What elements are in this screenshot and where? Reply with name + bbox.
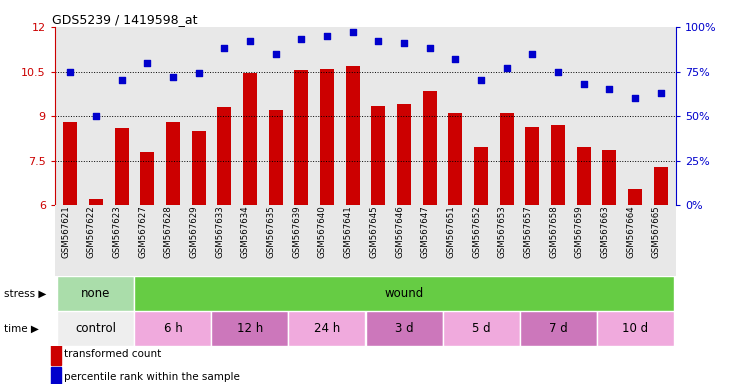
Point <box>270 51 281 57</box>
Bar <box>628 189 642 205</box>
Text: GSM567641: GSM567641 <box>344 205 352 258</box>
Bar <box>551 125 565 205</box>
Text: GSM567653: GSM567653 <box>498 205 507 258</box>
Text: GSM567658: GSM567658 <box>549 205 558 258</box>
Bar <box>295 70 308 205</box>
Bar <box>58 276 135 311</box>
Bar <box>602 151 616 205</box>
Bar <box>577 147 591 205</box>
Text: 7 d: 7 d <box>549 322 567 335</box>
Bar <box>526 127 539 205</box>
Text: GSM567627: GSM567627 <box>138 205 147 258</box>
Point <box>424 45 436 51</box>
Bar <box>268 110 283 205</box>
Bar <box>135 311 211 346</box>
Point <box>244 38 256 44</box>
Bar <box>166 122 180 205</box>
Text: GSM567639: GSM567639 <box>292 205 301 258</box>
Text: GSM567633: GSM567633 <box>216 205 224 258</box>
Point <box>475 78 487 84</box>
Text: transformed count: transformed count <box>64 349 162 359</box>
Point <box>552 68 564 74</box>
Text: GSM567647: GSM567647 <box>420 205 430 258</box>
Text: percentile rank within the sample: percentile rank within the sample <box>64 372 240 382</box>
Bar <box>135 276 673 311</box>
Text: control: control <box>75 322 116 335</box>
Point <box>501 65 512 71</box>
Text: GSM567651: GSM567651 <box>447 205 455 258</box>
Bar <box>423 91 436 205</box>
Point <box>219 45 230 51</box>
Point <box>398 40 410 46</box>
Text: GSM567635: GSM567635 <box>267 205 276 258</box>
Text: GSM567652: GSM567652 <box>472 205 481 258</box>
Bar <box>243 73 257 205</box>
Point <box>64 68 76 74</box>
Text: GSM567629: GSM567629 <box>189 205 199 258</box>
Bar <box>58 311 135 346</box>
Text: GSM567657: GSM567657 <box>523 205 532 258</box>
Point <box>655 90 667 96</box>
Point <box>629 95 641 101</box>
Bar <box>115 128 129 205</box>
Point <box>115 78 127 84</box>
Bar <box>371 106 385 205</box>
Bar <box>442 311 520 346</box>
Bar <box>397 104 411 205</box>
Bar <box>289 311 366 346</box>
Point <box>604 86 616 93</box>
Bar <box>520 311 596 346</box>
Point <box>167 74 179 80</box>
Text: 10 d: 10 d <box>622 322 648 335</box>
Text: stress ▶: stress ▶ <box>4 289 46 299</box>
Bar <box>500 113 514 205</box>
Point <box>450 56 461 62</box>
Text: GSM567623: GSM567623 <box>113 205 121 258</box>
Bar <box>89 200 103 205</box>
Text: time ▶: time ▶ <box>4 323 39 333</box>
Text: GSM567634: GSM567634 <box>241 205 250 258</box>
Text: GSM567621: GSM567621 <box>61 205 70 258</box>
Bar <box>596 311 673 346</box>
Bar <box>211 311 289 346</box>
Text: GSM567663: GSM567663 <box>600 205 610 258</box>
Point <box>90 113 102 119</box>
Bar <box>217 107 231 205</box>
Text: 5 d: 5 d <box>471 322 491 335</box>
Bar <box>51 344 61 365</box>
Text: GSM567665: GSM567665 <box>652 205 661 258</box>
Point <box>193 70 205 76</box>
Bar <box>366 311 442 346</box>
Bar <box>63 122 77 205</box>
Text: GSM567664: GSM567664 <box>626 205 635 258</box>
Text: GDS5239 / 1419598_at: GDS5239 / 1419598_at <box>52 13 197 26</box>
Bar <box>346 66 360 205</box>
Text: 6 h: 6 h <box>164 322 182 335</box>
Bar <box>448 113 463 205</box>
Text: GSM567646: GSM567646 <box>395 205 404 258</box>
Text: 12 h: 12 h <box>237 322 263 335</box>
Bar <box>192 131 205 205</box>
Bar <box>320 68 334 205</box>
Text: GSM567640: GSM567640 <box>318 205 327 258</box>
Text: GSM567659: GSM567659 <box>575 205 584 258</box>
Point <box>295 36 307 43</box>
Bar <box>51 367 61 384</box>
Point <box>373 38 385 44</box>
Bar <box>140 152 154 205</box>
Bar <box>474 147 488 205</box>
Text: 3 d: 3 d <box>395 322 413 335</box>
Text: GSM567628: GSM567628 <box>164 205 173 258</box>
Point <box>346 29 358 35</box>
Text: GSM567645: GSM567645 <box>369 205 379 258</box>
Point <box>578 81 590 87</box>
Point <box>141 60 153 66</box>
Point <box>321 33 333 39</box>
Bar <box>654 167 668 205</box>
Text: 24 h: 24 h <box>314 322 340 335</box>
Point <box>526 51 538 57</box>
Text: GSM567622: GSM567622 <box>87 205 96 258</box>
Text: none: none <box>81 287 110 300</box>
Text: wound: wound <box>385 287 424 300</box>
